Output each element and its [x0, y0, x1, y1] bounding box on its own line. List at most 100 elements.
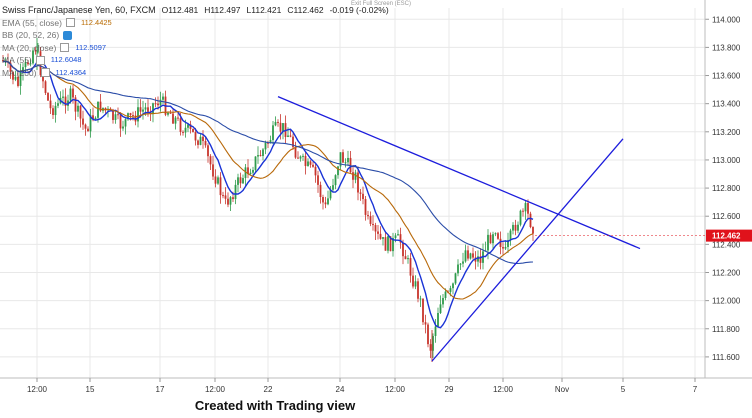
indicator-row-ma55[interactable]: MA (55) 112.6048 [2, 54, 389, 67]
candle-body [517, 224, 519, 231]
price-tick-label: 113.200 [712, 128, 741, 137]
candle-body [167, 112, 169, 115]
candle-body [124, 119, 127, 127]
candle-body [249, 172, 252, 175]
candle-body [79, 105, 82, 119]
price-tick-label: 112.000 [712, 297, 741, 306]
time-axis[interactable]: 12:00 15 17 12:00 22 24 12:00 29 12:00 Nov 5 7 [0, 377, 752, 394]
settings-icon[interactable] [63, 30, 73, 40]
indicator-row-bb[interactable]: BB (20, 52, 26) [2, 29, 389, 42]
price-tick-label: 113.000 [712, 156, 741, 165]
candle-body [449, 288, 452, 292]
close-value: C112.462 [287, 5, 324, 16]
candle-body [172, 113, 174, 124]
candle-body [322, 197, 324, 203]
price-tick-label: 113.600 [712, 72, 741, 81]
price-tick-label: 112.200 [712, 268, 741, 277]
candle-body [29, 63, 32, 65]
candle-body [462, 261, 464, 264]
candle-body [442, 298, 444, 305]
candle-body [207, 145, 209, 157]
candle-body [139, 107, 142, 112]
price-tick-label: 111.600 [712, 353, 740, 362]
indicator-checkbox[interactable] [60, 43, 70, 53]
candle-body [229, 197, 232, 205]
candle-body [154, 103, 157, 105]
trendlines[interactable] [277, 96, 641, 362]
candle-body [454, 273, 457, 284]
candle-body [74, 97, 77, 112]
candle-body [264, 142, 267, 150]
indicator-row-ma200[interactable]: MA (200) 112.4364 [2, 67, 389, 80]
candle-body [299, 156, 302, 159]
candle-body [412, 275, 414, 287]
candle-body [307, 161, 309, 167]
candle-body [239, 177, 242, 184]
candle-body [262, 149, 264, 156]
indicator-row-ma20[interactable]: MA (20, close) 112.5097 [2, 42, 389, 55]
candle-body [429, 344, 432, 351]
candle-body [439, 304, 442, 313]
candle-body [499, 238, 502, 248]
candle-body [392, 237, 394, 252]
candle-body [254, 156, 257, 170]
candle-body [494, 233, 497, 235]
candle-body [507, 240, 509, 248]
symbol-title[interactable]: Swiss Franc/Japanese Yen, 60, FXCM [2, 5, 156, 16]
candle-body [387, 236, 389, 251]
candle-body [397, 234, 399, 236]
candle-body [214, 176, 217, 184]
candle-body [169, 112, 172, 114]
ma-mid-line [3, 60, 534, 300]
candle-body [277, 121, 279, 123]
candle-body [242, 178, 244, 184]
time-tick-label: 12:00 [385, 385, 406, 394]
candle-body [372, 223, 374, 226]
candle-body [324, 202, 327, 205]
candle-body [22, 67, 24, 72]
candle-body [252, 169, 254, 173]
candle-body [522, 210, 524, 212]
candle-body [157, 103, 159, 106]
candle-body [217, 177, 219, 184]
candle-body [34, 50, 37, 52]
candle-body [17, 76, 19, 86]
candle-body [9, 62, 12, 72]
candle-body [524, 203, 527, 212]
candle-body [162, 96, 164, 100]
exit-fullscreen-hint[interactable]: Exit Full Screen (ESC) [351, 1, 412, 7]
time-tick-label: 15 [86, 385, 95, 394]
candle-body [174, 117, 177, 124]
time-tick-label: 24 [336, 385, 345, 394]
open-value: O112.481 [161, 5, 199, 16]
candle-body [177, 117, 179, 119]
candle-body [122, 126, 124, 129]
candle-body [409, 258, 412, 276]
indicator-row-ema[interactable]: EMA (55, close) 112.4425 [2, 17, 389, 30]
candle-body [199, 136, 202, 145]
candle-body [134, 115, 137, 122]
indicator-checkbox[interactable] [66, 18, 75, 28]
candle-body [337, 166, 339, 176]
candle-body [212, 164, 214, 177]
candle-body [269, 140, 272, 143]
price-axis[interactable]: 114.000 113.800 113.600 113.400 113.200 113.0… [535, 0, 752, 378]
indicator-checkbox[interactable] [35, 55, 45, 65]
candle-body [142, 109, 144, 112]
candle-body [27, 62, 29, 65]
time-tick-label: 5 [621, 385, 626, 394]
symbol-row: Swiss Franc/Japanese Yen, 60, FXCM O112.… [2, 4, 389, 17]
candle-body [219, 177, 222, 196]
indicator-checkbox[interactable] [40, 68, 50, 78]
candle-body [184, 127, 187, 133]
candle-body [417, 281, 419, 299]
candle-body [247, 167, 249, 175]
candle-body [314, 166, 317, 176]
candle-body [497, 233, 499, 239]
candle-body [209, 156, 212, 165]
candle-body [519, 210, 522, 225]
candle-body [77, 105, 79, 112]
candle-body [119, 115, 122, 129]
